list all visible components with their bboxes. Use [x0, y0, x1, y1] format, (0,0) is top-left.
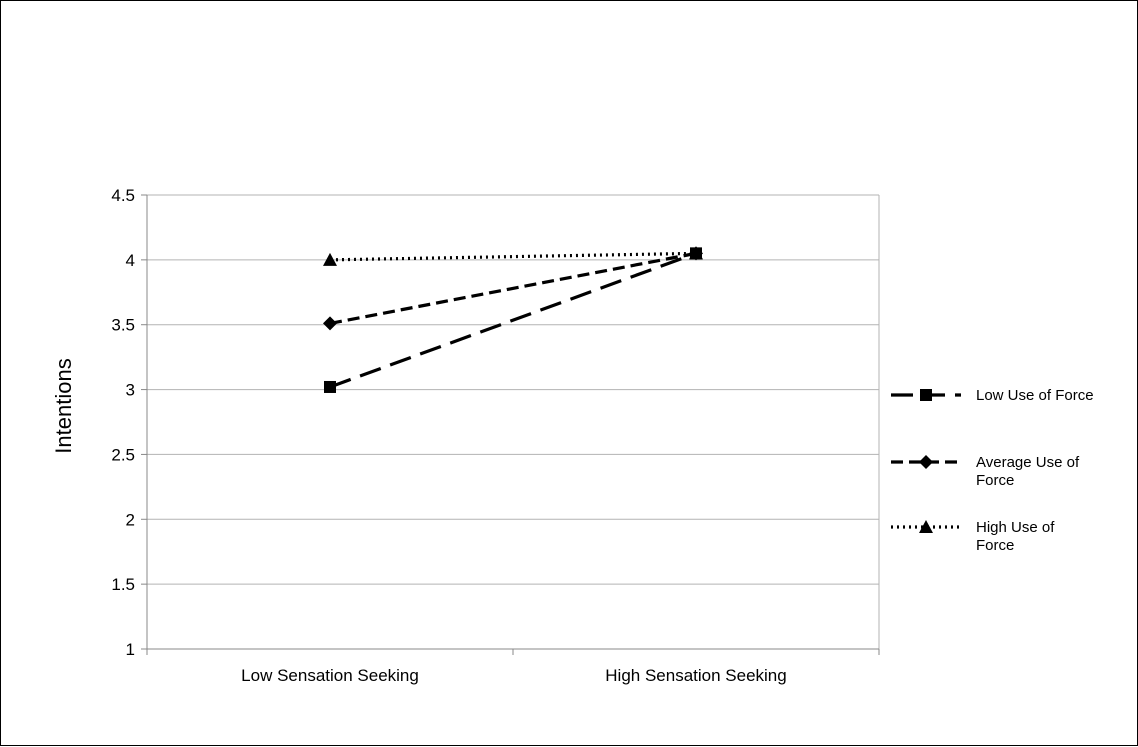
data-point-marker	[323, 316, 337, 331]
legend-marker	[919, 455, 933, 469]
x-tick-label: Low Sensation Seeking	[241, 666, 419, 685]
y-tick-label: 3.5	[111, 316, 135, 335]
y-tick-label: 1	[126, 640, 135, 659]
series-line	[329, 251, 697, 325]
legend-label: Force	[976, 472, 1014, 489]
data-point-marker	[689, 246, 703, 260]
data-point-marker	[323, 252, 337, 266]
series-low-use-of-force	[324, 247, 702, 393]
legend-label: High Use of	[976, 519, 1055, 536]
series-lines	[323, 246, 703, 393]
legend-marker	[919, 520, 933, 533]
legend-label: Force	[976, 537, 1014, 554]
legend-entry: Low Use of Force	[891, 387, 1094, 404]
y-tick-label: 2	[126, 510, 135, 529]
series-line	[329, 251, 697, 389]
y-tick-label: 4.5	[111, 186, 135, 205]
axes: 1 1.5 2 2.5 3 3.5 4 4.5 Low Sensation Seeking Hig…	[111, 186, 880, 685]
x-tick-label: High Sensation Seeking	[605, 666, 786, 685]
data-point-marker	[324, 380, 336, 393]
gridlines	[147, 194, 880, 649]
series-high-use-of-force	[323, 246, 703, 266]
legend-label: Average Use of	[976, 454, 1080, 471]
series-line	[329, 251, 697, 262]
y-axis-title: Intentions	[51, 358, 76, 453]
y-tick-label: 2.5	[111, 445, 135, 464]
y-tick-label: 1.5	[111, 575, 135, 594]
series-average-use-of-force	[323, 246, 703, 331]
legend-label: Low Use of Force	[976, 387, 1094, 404]
y-tick-label: 3	[126, 381, 135, 400]
legend-marker	[920, 389, 932, 401]
y-tick-label: 4	[126, 251, 135, 270]
